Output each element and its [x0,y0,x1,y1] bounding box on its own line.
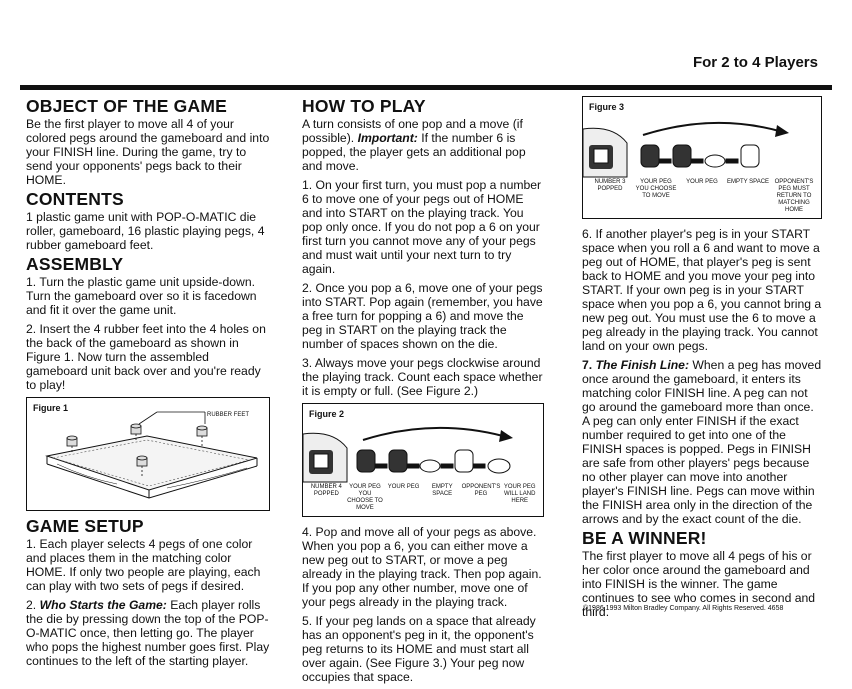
figure-2-caption: YOUR PEG [384,484,423,512]
howto-intro: A turn consists of one pop and a move (i… [302,117,544,173]
winner-heading: BE A WINNER! [582,531,822,545]
column-3: Figure 3 NUMBER 3 POPPED YOUR PEG YOU CH… [582,96,822,624]
figure-1-label: Figure 1 [33,401,68,415]
figure-2-caption: YOUR PEG YOU CHOOSE TO MOVE [346,484,385,512]
figure-2-caption: EMPTY SPACE [423,484,462,512]
rule-step-7-number: 7. [582,358,592,372]
rule-step-7-text: When a peg has moved once around the gam… [582,358,821,526]
figure-3-caption: EMPTY SPACE [725,179,771,214]
rule-step-7: 7. The Finish Line: When a peg has moved… [582,358,822,526]
assembly-heading: ASSEMBLY [26,257,270,271]
howto-step-5: 5. If your peg lands on a space that alr… [302,614,544,684]
figure-3-label: Figure 3 [589,100,624,114]
object-heading: OBJECT OF THE GAME [26,99,270,113]
howto-step-3: 3. Always move your pegs clockwise aroun… [302,356,544,398]
howto-step-2: 2. Once you pop a 6, move one of your pe… [302,281,544,351]
figure-1: Figure 1 RUBBER FEET [26,397,270,511]
setup-heading: GAME SETUP [26,519,270,533]
figure-1-callout: RUBBER FEET [207,408,249,422]
header-rule [20,85,832,90]
assembly-step-1: 1. Turn the plastic game unit upside-dow… [26,275,270,317]
setup-step-2: 2. Who Starts the Game: Each player roll… [26,598,270,668]
figure-3-caption: YOUR PEG [679,179,725,214]
column-2: HOW TO PLAY A turn consists of one pop a… [302,96,544,689]
figure-2: Figure 2 NUMBER 4 POPPED YOUR PEG YOU CH… [302,403,544,517]
object-text: Be the first player to move all 4 of you… [26,117,270,187]
copyright: ©1986,1993 Milton Bradley Company. All R… [583,605,783,612]
figure-3-caption: OPPONENT'S PEG MUST RETURN TO MATCHING H… [771,179,817,214]
howto-step-4: 4. Pop and move all of your pegs as abov… [302,525,544,609]
figure-2-caption: YOUR PEG WILL LAND HERE [500,484,539,512]
figure-2-label: Figure 2 [309,407,344,421]
setup-step-2-title: Who Starts the Game: [40,598,167,612]
column-1: OBJECT OF THE GAME Be the first player t… [26,96,270,673]
rule-step-6: 6. If another player's peg is in your ST… [582,227,822,353]
finish-line-title: The Finish Line: [596,358,689,372]
figure-3-caption: NUMBER 3 POPPED [587,179,633,214]
figure-2-caption: NUMBER 4 POPPED [307,484,346,512]
figure-3-caption: YOUR PEG YOU CHOOSE TO MOVE [633,179,679,214]
setup-step-2-number: 2. [26,598,36,612]
important-label: Important: [358,131,418,145]
assembly-step-2: 2. Insert the 4 rubber feet into the 4 h… [26,322,270,392]
contents-heading: CONTENTS [26,192,270,206]
header-title: For 2 to 4 Players [693,54,818,71]
figure-2-captions: NUMBER 4 POPPED YOUR PEG YOU CHOOSE TO M… [303,484,543,516]
setup-step-1: 1. Each player selects 4 pegs of one col… [26,537,270,593]
howto-heading: HOW TO PLAY [302,99,544,113]
figure-3: Figure 3 NUMBER 3 POPPED YOUR PEG YOU CH… [582,96,822,219]
contents-text: 1 plastic game unit with POP-O-MATIC die… [26,210,270,252]
howto-step-1: 1. On your first turn, you must pop a nu… [302,178,544,276]
figure-2-caption: OPPONENT'S PEG [462,484,501,512]
figure-3-captions: NUMBER 3 POPPED YOUR PEG YOU CHOOSE TO M… [583,179,821,218]
